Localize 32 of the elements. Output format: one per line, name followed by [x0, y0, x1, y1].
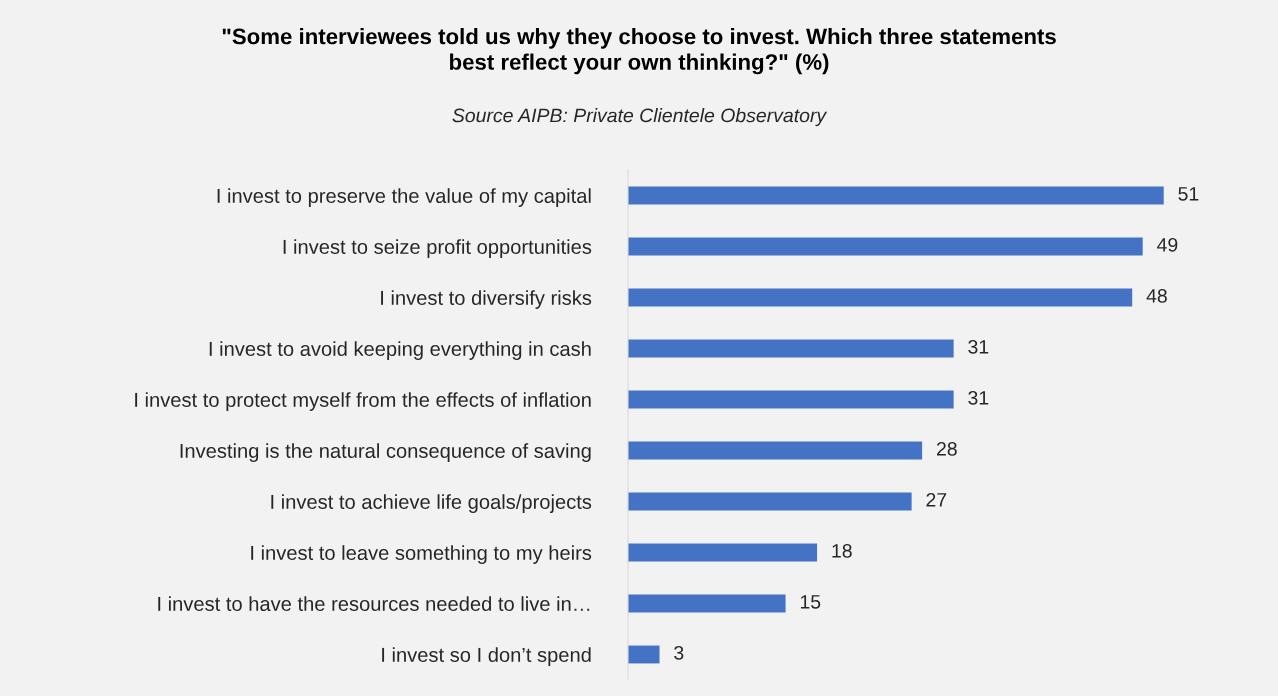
y-tick-label: I invest to avoid keeping everything in cash — [209, 341, 591, 360]
data-label: 51 — [1178, 187, 1199, 201]
data-label: 15 — [800, 595, 821, 609]
y-tick-label: I invest to achieve life goals/projects — [271, 494, 592, 513]
data-label: 28 — [936, 441, 957, 456]
bar — [628, 543, 818, 562]
bar — [628, 594, 786, 613]
data-label: 18 — [832, 543, 852, 558]
bar — [628, 288, 1133, 307]
chart-subtitle: Source AIPB: Private Clientele Observatory — [452, 108, 828, 127]
bar — [628, 492, 912, 511]
y-tick-label: I invest to diversify risks — [381, 290, 592, 309]
y-tick-label: I invest so I don’t spend — [382, 647, 591, 666]
bar — [628, 441, 923, 460]
bar — [628, 237, 1143, 256]
bar — [628, 645, 660, 664]
y-tick-label: I invest to leave something to my heirs — [251, 545, 592, 564]
data-label: 49 — [1157, 237, 1178, 252]
bar — [628, 186, 1164, 205]
data-label: 27 — [926, 492, 947, 507]
chart-title: "Some interviewees told us why they choose to invest. Which three statements best reflect your own thinking?" (%) — [222, 28, 1056, 75]
data-label: 31 — [968, 390, 989, 405]
bar — [628, 339, 954, 358]
y-tick-label: I invest to have the resources needed to live in… — [158, 596, 590, 611]
y-tick-label: I invest to preserve the value of my capital — [217, 188, 591, 207]
data-label: 31 — [968, 339, 989, 354]
data-label: 48 — [1146, 288, 1167, 303]
bar — [628, 390, 954, 409]
y-tick-label: I invest to protect myself from the effects of inflation — [135, 392, 591, 411]
y-tick-label: I invest to seize profit opportunities — [283, 239, 592, 258]
data-label: 3 — [674, 645, 684, 660]
y-tick-label: Investing is the natural consequence of saving — [180, 443, 591, 462]
